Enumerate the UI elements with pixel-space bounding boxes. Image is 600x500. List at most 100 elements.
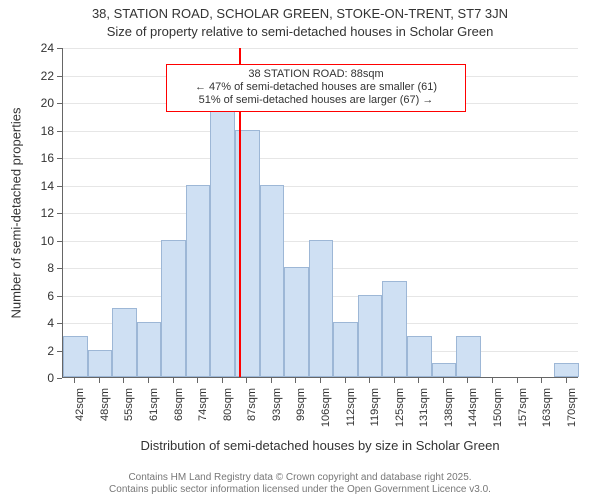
y-tick-label: 8 bbox=[0, 261, 54, 275]
x-tick-mark bbox=[566, 378, 567, 383]
x-tick-mark bbox=[369, 378, 370, 383]
x-tick-label: 80sqm bbox=[222, 388, 234, 421]
chart-footer: Contains HM Land Registry data © Crown c… bbox=[0, 472, 600, 496]
histogram-bar bbox=[333, 322, 358, 377]
x-tick-label: 106sqm bbox=[320, 388, 332, 427]
histogram-bar bbox=[137, 322, 162, 377]
y-tick-label: 18 bbox=[0, 124, 54, 138]
x-tick-mark bbox=[148, 378, 149, 383]
y-tick-label: 2 bbox=[0, 344, 54, 358]
chart-title-line2: Size of property relative to semi-detach… bbox=[0, 24, 600, 40]
x-tick-label: 68sqm bbox=[173, 388, 185, 421]
legend-line: 38 STATION ROAD: 88sqm bbox=[173, 68, 459, 81]
histogram-bar bbox=[161, 240, 186, 378]
y-tick-label: 20 bbox=[0, 96, 54, 110]
x-tick-label: 42sqm bbox=[74, 388, 86, 421]
histogram-bar bbox=[432, 363, 457, 377]
x-tick-mark bbox=[320, 378, 321, 383]
histogram-bar bbox=[284, 267, 309, 377]
x-tick-mark bbox=[246, 378, 247, 383]
x-tick-mark bbox=[123, 378, 124, 383]
y-tick-mark bbox=[57, 213, 62, 214]
x-tick-mark bbox=[541, 378, 542, 383]
histogram-bar bbox=[554, 363, 579, 377]
x-tick-mark bbox=[173, 378, 174, 383]
histogram-bar bbox=[186, 185, 211, 378]
x-tick-label: 48sqm bbox=[99, 388, 111, 421]
y-tick-mark bbox=[57, 323, 62, 324]
x-tick-label: 112sqm bbox=[345, 388, 357, 426]
y-tick-label: 6 bbox=[0, 289, 54, 303]
y-tick-label: 24 bbox=[0, 41, 54, 55]
y-grid-line bbox=[63, 186, 578, 187]
x-tick-label: 61sqm bbox=[148, 388, 160, 421]
y-tick-mark bbox=[57, 48, 62, 49]
histogram-bar bbox=[260, 185, 285, 378]
x-tick-label: 157sqm bbox=[517, 388, 529, 427]
footer-line1: Contains HM Land Registry data © Crown c… bbox=[0, 472, 600, 484]
x-tick-label: 93sqm bbox=[271, 388, 283, 421]
histogram-bar bbox=[63, 336, 88, 377]
y-tick-label: 12 bbox=[0, 206, 54, 220]
x-tick-mark bbox=[345, 378, 346, 383]
histogram-bar bbox=[358, 295, 383, 378]
histogram-bar bbox=[210, 102, 235, 377]
x-tick-label: 163sqm bbox=[541, 388, 553, 427]
chart-title-line1: 38, STATION ROAD, SCHOLAR GREEN, STOKE-O… bbox=[0, 6, 600, 22]
y-tick-label: 14 bbox=[0, 179, 54, 193]
y-tick-label: 4 bbox=[0, 316, 54, 330]
y-grid-line bbox=[63, 213, 578, 214]
x-tick-label: 144sqm bbox=[467, 388, 479, 427]
x-tick-mark bbox=[222, 378, 223, 383]
x-tick-label: 138sqm bbox=[443, 388, 455, 427]
x-tick-label: 150sqm bbox=[492, 388, 504, 427]
x-tick-mark bbox=[467, 378, 468, 383]
x-tick-label: 131sqm bbox=[418, 388, 430, 427]
y-tick-label: 10 bbox=[0, 234, 54, 248]
chart-container: 38, STATION ROAD, SCHOLAR GREEN, STOKE-O… bbox=[0, 0, 600, 500]
y-tick-mark bbox=[57, 76, 62, 77]
histogram-bar bbox=[112, 308, 137, 377]
legend-box: 38 STATION ROAD: 88sqm← 47% of semi-deta… bbox=[166, 64, 466, 112]
x-tick-mark bbox=[418, 378, 419, 383]
y-grid-line bbox=[63, 131, 578, 132]
x-tick-label: 99sqm bbox=[295, 388, 307, 421]
histogram-bar bbox=[382, 281, 407, 377]
histogram-bar bbox=[456, 336, 481, 377]
plot-area: 38 STATION ROAD: 88sqm← 47% of semi-deta… bbox=[62, 48, 578, 378]
histogram-bar bbox=[88, 350, 113, 378]
footer-line2: Contains public sector information licen… bbox=[0, 484, 600, 496]
y-tick-mark bbox=[57, 158, 62, 159]
x-tick-mark bbox=[271, 378, 272, 383]
y-tick-mark bbox=[57, 241, 62, 242]
y-tick-mark bbox=[57, 378, 62, 379]
histogram-bar bbox=[407, 336, 432, 377]
y-tick-label: 16 bbox=[0, 151, 54, 165]
x-tick-label: 119sqm bbox=[369, 388, 381, 426]
x-tick-label: 87sqm bbox=[246, 388, 258, 421]
x-tick-mark bbox=[74, 378, 75, 383]
y-tick-mark bbox=[57, 296, 62, 297]
y-tick-mark bbox=[57, 186, 62, 187]
x-tick-mark bbox=[394, 378, 395, 383]
y-tick-mark bbox=[57, 268, 62, 269]
legend-line: ← 47% of semi-detached houses are smalle… bbox=[173, 81, 459, 94]
y-tick-mark bbox=[57, 131, 62, 132]
x-tick-mark bbox=[517, 378, 518, 383]
y-tick-label: 22 bbox=[0, 69, 54, 83]
y-tick-mark bbox=[57, 103, 62, 104]
x-axis-title: Distribution of semi-detached houses by … bbox=[140, 438, 499, 453]
x-tick-mark bbox=[197, 378, 198, 383]
x-tick-mark bbox=[295, 378, 296, 383]
y-tick-mark bbox=[57, 351, 62, 352]
y-tick-label: 0 bbox=[0, 371, 54, 385]
y-grid-line bbox=[63, 158, 578, 159]
x-tick-mark bbox=[492, 378, 493, 383]
x-tick-mark bbox=[99, 378, 100, 383]
x-tick-label: 170sqm bbox=[566, 388, 578, 427]
x-tick-mark bbox=[443, 378, 444, 383]
histogram-bar bbox=[309, 240, 334, 378]
y-grid-line bbox=[63, 48, 578, 49]
x-tick-label: 74sqm bbox=[197, 388, 209, 421]
x-tick-label: 125sqm bbox=[394, 388, 406, 427]
